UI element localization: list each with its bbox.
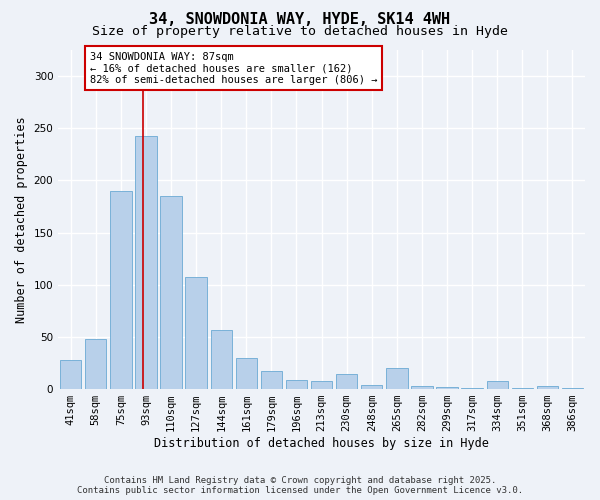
Bar [361,385,382,389]
X-axis label: Distribution of detached houses by size in Hyde: Distribution of detached houses by size … [154,437,489,450]
Bar [136,136,157,389]
Bar [286,380,307,389]
Bar [60,360,82,389]
Text: Size of property relative to detached houses in Hyde: Size of property relative to detached ho… [92,25,508,38]
Bar [386,368,407,389]
Bar [487,380,508,389]
Bar [461,388,483,389]
Bar [537,386,558,389]
Bar [411,386,433,389]
Bar [85,339,106,389]
Bar [311,380,332,389]
Bar [211,330,232,389]
Bar [185,278,207,389]
Bar [436,387,458,389]
Bar [562,388,583,389]
Bar [160,196,182,389]
Text: Contains HM Land Registry data © Crown copyright and database right 2025.
Contai: Contains HM Land Registry data © Crown c… [77,476,523,495]
Y-axis label: Number of detached properties: Number of detached properties [15,116,28,323]
Bar [236,358,257,389]
Text: 34 SNOWDONIA WAY: 87sqm
← 16% of detached houses are smaller (162)
82% of semi-d: 34 SNOWDONIA WAY: 87sqm ← 16% of detache… [90,52,377,85]
Bar [512,388,533,389]
Bar [336,374,358,389]
Text: 34, SNOWDONIA WAY, HYDE, SK14 4WH: 34, SNOWDONIA WAY, HYDE, SK14 4WH [149,12,451,28]
Bar [261,372,282,389]
Bar [110,191,131,389]
